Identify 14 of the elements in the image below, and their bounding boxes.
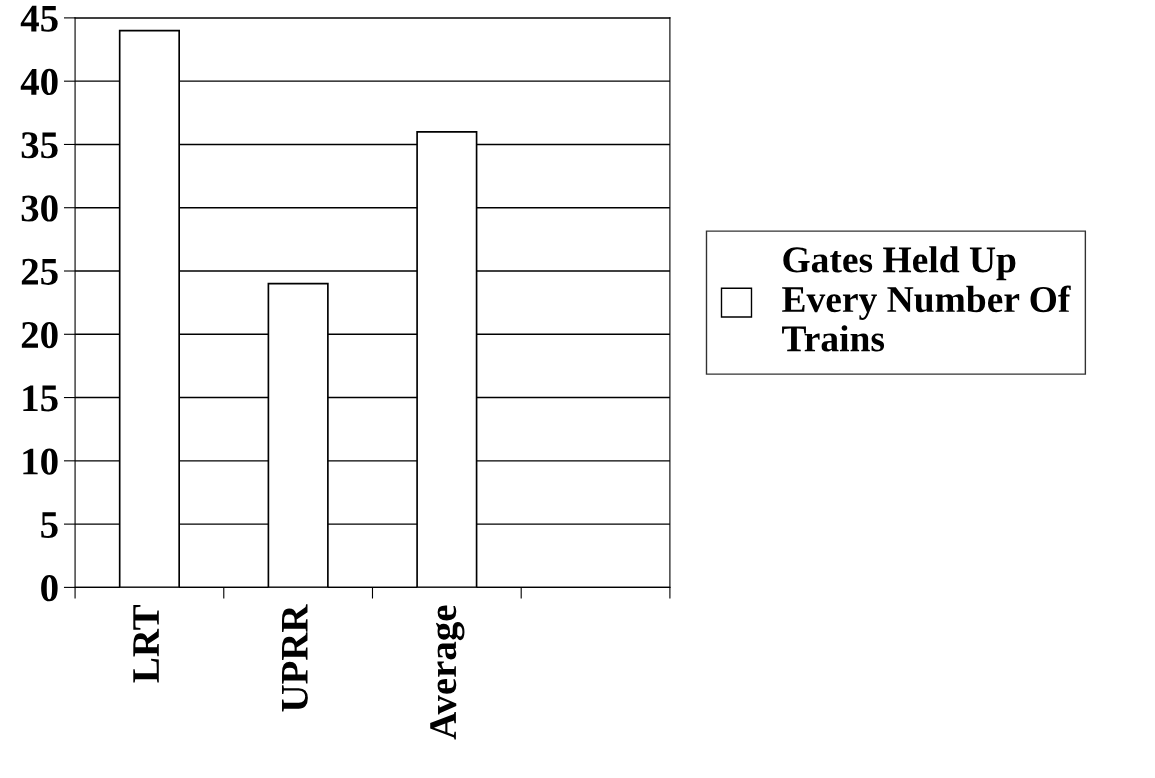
y-tick-label: 20 xyxy=(21,321,58,349)
y-tick-label: 15 xyxy=(23,385,58,412)
x-tick-label: LRT xyxy=(133,605,159,683)
y-tick-label: 40 xyxy=(20,68,58,96)
y-tick-label: 10 xyxy=(23,448,58,475)
y-tick-label: 35 xyxy=(21,132,58,159)
x-tick-label: UPRR xyxy=(282,604,308,712)
y-tick-label: 0 xyxy=(41,575,58,602)
x-tick-label: Average xyxy=(430,605,465,740)
legend-label: Gates Held Up Every Number Of Trains xyxy=(782,246,1071,352)
y-tick-label: 30 xyxy=(21,195,58,222)
y-tick-label: 25 xyxy=(21,258,58,285)
y-tick-label: 5 xyxy=(41,512,58,538)
y-tick-label: 45 xyxy=(20,5,58,32)
